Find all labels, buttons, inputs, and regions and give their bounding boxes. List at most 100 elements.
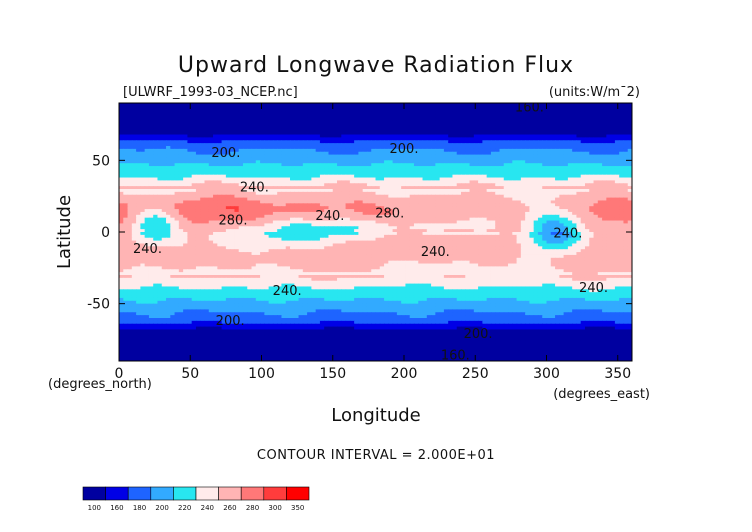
- field-cell: [431, 125, 436, 130]
- field-cell: [443, 123, 449, 127]
- field-cell: [127, 148, 133, 153]
- field-cell: [614, 160, 620, 164]
- field-cell: [119, 154, 124, 159]
- field-cell: [456, 131, 462, 136]
- field-cell: [358, 114, 364, 118]
- field-cell: [409, 117, 415, 121]
- field-cell: [597, 111, 603, 116]
- field-cell: [260, 108, 265, 113]
- field-cell: [443, 151, 449, 156]
- field-cell: [422, 148, 428, 153]
- field-cell: [542, 105, 548, 110]
- field-cell: [589, 103, 595, 107]
- field-cell: [422, 125, 428, 130]
- units-label: (units:W/mˉ2): [549, 85, 640, 100]
- field-cell: [482, 103, 488, 107]
- field-cell: [140, 111, 146, 116]
- field-cell: [413, 134, 419, 138]
- field-cell: [516, 146, 522, 150]
- field-cell: [307, 157, 312, 161]
- field-cell: [559, 114, 565, 118]
- field-cell: [362, 157, 368, 161]
- field-cell: [230, 137, 236, 141]
- field-cell: [563, 148, 569, 153]
- field-cell: [195, 120, 201, 124]
- field-cell: [302, 117, 308, 121]
- field-cell: [264, 146, 270, 150]
- field-cell: [486, 146, 492, 150]
- field-cell: [499, 111, 505, 116]
- field-cell: [516, 151, 522, 156]
- field-cell: [341, 151, 347, 156]
- field-cell: [277, 148, 283, 153]
- field-cell: [166, 114, 171, 118]
- field-cell: [290, 114, 295, 118]
- field-cell: [499, 151, 505, 156]
- field-cell: [576, 105, 582, 110]
- field-cell: [123, 103, 129, 107]
- field-cell: [533, 134, 539, 138]
- field-cell: [170, 125, 176, 130]
- field-cell: [576, 134, 582, 138]
- field-cell: [148, 137, 154, 141]
- field-cell: [555, 120, 560, 124]
- field-cell: [153, 125, 159, 130]
- field-cell: [208, 105, 214, 110]
- field-cell: [422, 154, 428, 159]
- field-cell: [469, 123, 475, 127]
- field-cell: [580, 154, 586, 159]
- field-cell: [157, 134, 163, 138]
- field-cell: [396, 105, 402, 110]
- field-cell: [375, 117, 381, 121]
- field-cell: [170, 120, 176, 124]
- field-cell: [456, 163, 462, 167]
- field-cell: [217, 137, 223, 141]
- field-cell: [593, 123, 599, 127]
- field-cell: [213, 123, 218, 127]
- field-cell: [328, 117, 334, 121]
- field-cell: [277, 117, 283, 121]
- field-cell: [537, 137, 543, 141]
- field-cell: [597, 151, 603, 156]
- field-cell: [294, 151, 300, 156]
- field-cell: [452, 134, 458, 138]
- field-cell: [183, 137, 189, 141]
- field-cell: [161, 120, 167, 124]
- field-cell: [187, 166, 193, 170]
- field-cell: [349, 105, 355, 110]
- field-cell: [567, 160, 573, 164]
- field-cell: [499, 146, 505, 150]
- field-cell: [537, 131, 543, 136]
- field-cell: [234, 154, 240, 159]
- field-cell: [597, 103, 603, 107]
- field-cell: [473, 131, 479, 136]
- field-cell: [516, 154, 522, 159]
- field-cell: [503, 134, 509, 138]
- field-cell: [388, 140, 394, 144]
- field-cell: [465, 163, 471, 167]
- field-cell: [439, 148, 445, 153]
- field-cell: [332, 105, 338, 110]
- field-cell: [260, 128, 265, 133]
- field-cell: [131, 148, 137, 153]
- field-cell: [490, 105, 496, 110]
- field-cell: [191, 154, 197, 159]
- field-cell: [127, 131, 133, 136]
- field-cell: [302, 134, 308, 138]
- field-cell: [401, 131, 407, 136]
- field-cell: [195, 154, 201, 159]
- field-cell: [396, 148, 402, 153]
- field-cell: [448, 163, 454, 167]
- field-cell: [589, 163, 595, 167]
- field-cell: [345, 151, 351, 156]
- field-cell: [589, 151, 595, 156]
- field-cell: [178, 146, 184, 150]
- field-cell: [264, 131, 270, 136]
- field-cell: [174, 146, 180, 150]
- field-cell: [247, 151, 253, 156]
- field-cell: [413, 117, 419, 121]
- field-cell: [371, 111, 377, 116]
- field-cell: [379, 103, 385, 107]
- field-cell: [337, 166, 342, 170]
- field-cell: [324, 140, 330, 144]
